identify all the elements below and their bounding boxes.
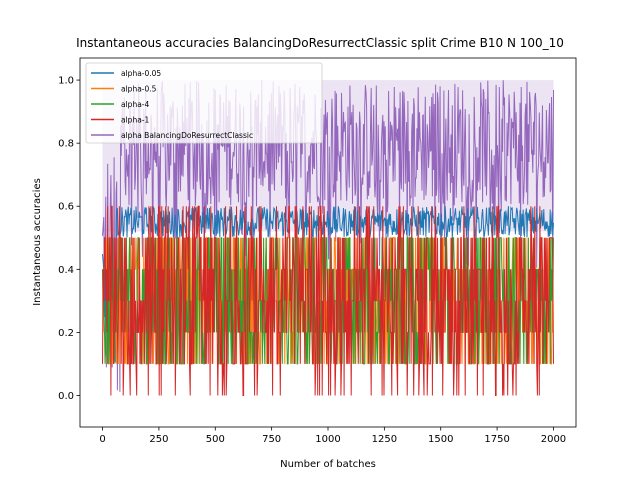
series-line-alpha-1: [102, 205, 554, 396]
x-tick-label: 0: [99, 434, 105, 445]
legend-label: alpha-1: [121, 116, 149, 125]
x-axis-label: Number of batches: [280, 459, 376, 470]
x-tick-label: 2000: [541, 434, 566, 445]
x-axis: 0 250 500 750 1000 1250 1500 1750 2000: [99, 427, 566, 445]
y-tick-label: 0.6: [58, 202, 74, 213]
legend-box: [85, 62, 323, 144]
legend-label: alpha-0.5: [121, 85, 157, 94]
legend-label: alpha-4: [121, 100, 149, 109]
y-tick-label: 0.8: [58, 139, 74, 150]
y-tick-label: 0.2: [58, 328, 74, 339]
y-axis-label: Instantaneous accuracies: [32, 178, 43, 306]
x-tick-label: 1250: [372, 434, 397, 445]
x-tick-label: 250: [149, 434, 168, 445]
legend-label: alpha-0.05: [121, 69, 161, 78]
chart-title: Instantaneous accuracies BalancingDoResu…: [76, 36, 564, 50]
legend-label: alpha BalancingDoResurrectClassic: [121, 131, 253, 140]
legend: alpha-0.05 alpha-0.5 alpha-4 alpha-1 alpha B…: [85, 62, 323, 144]
y-tick-label: 1.0: [58, 76, 74, 87]
x-tick-label: 500: [206, 434, 225, 445]
y-axis: 0.0 0.2 0.4 0.6 0.8 1.0: [58, 76, 80, 402]
x-tick-label: 750: [262, 434, 281, 445]
x-tick-label: 1500: [428, 434, 453, 445]
x-tick-label: 1000: [315, 434, 340, 445]
x-tick-label: 1750: [484, 434, 509, 445]
y-tick-label: 0.4: [58, 265, 74, 276]
series-line-alpha-0-05: [102, 205, 554, 363]
y-tick-label: 0.0: [58, 391, 74, 402]
